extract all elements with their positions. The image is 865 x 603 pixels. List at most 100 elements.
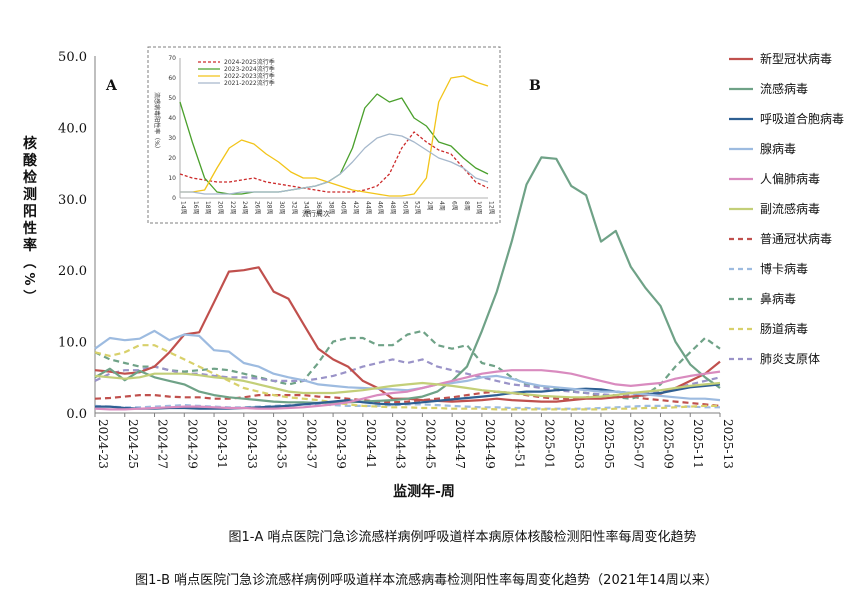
legend-label: 博卡病毒 — [760, 261, 808, 276]
legend-item: 博卡病毒 — [729, 261, 808, 276]
inset-legend-label: 2021-2022流行季 — [224, 79, 275, 87]
legend-label: 肺炎支原体 — [760, 352, 820, 366]
legend-label: 副流感病毒 — [760, 201, 820, 216]
inset-series-line-3 — [180, 133, 489, 195]
series-line-3 — [94, 329, 721, 402]
inset-x-tick-label: 46周 — [377, 201, 384, 215]
inset-legend-item: 2021-2022流行季 — [198, 79, 275, 87]
inset-legend-item: 2022-2023流行季 — [198, 72, 275, 80]
y-tick-label: 10.0 — [58, 336, 87, 351]
legend-item: 呼吸道合胞病毒 — [729, 111, 844, 126]
legend-label: 肠道病毒 — [760, 321, 808, 336]
inset-x-tick-label: 6周 — [451, 201, 458, 211]
inset-x-tick-label: 26周 — [253, 201, 260, 215]
legend-label: 鼻病毒 — [760, 291, 796, 306]
series-line-1 — [94, 156, 721, 405]
series-line-4 — [94, 369, 721, 411]
inset-x-tick-label: 44周 — [364, 201, 371, 215]
x-tick-label: 2024-37 — [304, 419, 318, 469]
x-tick-label: 2024-25 — [126, 419, 140, 469]
inset-y-tick-label: 0 — [172, 195, 176, 202]
x-tick-label: 2024-35 — [275, 419, 289, 469]
inset-y-tick-label: 10 — [168, 175, 176, 182]
legend-item: 肠道病毒 — [729, 321, 808, 336]
inset-y-tick-label: 60 — [168, 75, 176, 82]
inset-legend-label: 2024-2025流行季 — [224, 58, 275, 66]
y-axis-title-char: 测 — [23, 186, 37, 203]
inset-y-tick-label: 20 — [168, 155, 176, 162]
inset-x-tick-label: 32周 — [290, 201, 297, 215]
inset-legend-item: 2024-2025流行季 — [198, 58, 275, 66]
legend-label: 新型冠状病毒 — [760, 51, 832, 66]
y-axis-title-char: % — [21, 272, 36, 285]
panel-a-label: A — [105, 78, 118, 94]
y-axis-title-char: 性 — [23, 220, 37, 237]
x-tick-label: 2024-29 — [185, 419, 199, 469]
series-line-9 — [94, 344, 720, 411]
inset-x-tick-label: 52周 — [414, 201, 421, 215]
inset-x-axis-title: 流行周次 — [302, 209, 330, 218]
x-tick-label: 2024-51 — [513, 419, 527, 469]
inset-x-tick-label: 50周 — [401, 201, 408, 215]
legend-label: 呼吸道合胞病毒 — [760, 111, 844, 126]
inset-series-line-2 — [180, 75, 489, 197]
legend-label: 腺病毒 — [760, 141, 796, 156]
legend-item: 鼻病毒 — [729, 291, 796, 306]
inset-y-axis-title: 流感病毒阳性率（%） — [153, 92, 161, 152]
inset-x-tick-label: 48周 — [389, 201, 396, 215]
inset-x-tick-label: 10周 — [475, 201, 482, 215]
inset-x-tick-label: 18周 — [204, 201, 211, 215]
y-axis-title: 核酸检测阳性率（% ） — [21, 135, 38, 303]
y-axis-title-char: ） — [21, 289, 37, 302]
inset-x-tick-label: 28周 — [266, 201, 273, 215]
x-tick-label: 2025-09 — [661, 419, 675, 469]
inset-x-tick-label: 12周 — [488, 201, 495, 215]
x-tick-label: 2024-39 — [334, 419, 348, 469]
inset-x-tick-label: 22周 — [229, 201, 236, 215]
legend-item: 流感病毒 — [729, 81, 808, 96]
x-tick-label: 2024-47 — [453, 419, 467, 469]
legend-item: 腺病毒 — [729, 141, 796, 156]
y-tick-label: 50.0 — [58, 50, 87, 65]
inset-x-tick-label: 40周 — [340, 201, 347, 215]
inset-y-tick-label: 70 — [168, 55, 176, 62]
legend-item: 肺炎支原体 — [729, 352, 820, 366]
inset-legend-label: 2022-2023流行季 — [224, 72, 275, 80]
inset-y-tick-label: 50 — [168, 95, 176, 102]
series-line-8 — [94, 329, 721, 400]
inset-legend-label: 2023-2024流行季 — [224, 65, 275, 73]
inset-x-tick-label: 14周 — [180, 201, 187, 215]
legend-label: 人偏肺病毒 — [760, 171, 820, 186]
x-tick-label: 2025-03 — [572, 419, 586, 469]
x-tick-label: 2025-11 — [691, 419, 705, 469]
inset-x-tick-label: 24周 — [241, 201, 248, 215]
x-tick-label: 2024-45 — [423, 419, 437, 469]
x-tick-label: 2024-27 — [156, 419, 170, 469]
inset-x-tick-label: 8周 — [463, 201, 470, 211]
inset-legend-item: 2023-2024流行季 — [198, 65, 275, 73]
inset-series-line-0 — [179, 131, 489, 193]
x-tick-label: 2024-23 — [96, 419, 110, 469]
y-axis-title-char: 检 — [23, 169, 37, 186]
figure-caption-b: 图1-B 哨点医院门急诊流感样病例呼吸道样本流感病毒检测阳性率每周变化趋势（20… — [135, 573, 718, 588]
inset-x-tick-label: 30周 — [278, 201, 285, 215]
x-tick-label: 2025-07 — [632, 419, 646, 469]
x-tick-label: 2024-43 — [394, 419, 408, 469]
inset-x-tick-label: 4周 — [438, 201, 445, 211]
legend-label: 流感病毒 — [760, 81, 808, 96]
inset-frame — [147, 46, 501, 224]
inset-x-tick-label: 20周 — [216, 201, 223, 215]
legend-item: 副流感病毒 — [729, 201, 820, 216]
y-axis-title-char: （ — [21, 255, 37, 268]
y-tick-label: 20.0 — [58, 264, 87, 279]
x-tick-label: 2024-49 — [483, 419, 497, 469]
inset-x-tick-label: 36周 — [315, 201, 322, 215]
y-axis-title-char: 酸 — [23, 152, 38, 169]
x-tick-label: 2024-31 — [215, 419, 229, 469]
legend-item: 人偏肺病毒 — [729, 171, 820, 186]
y-tick-label: 0.0 — [66, 407, 87, 422]
x-tick-label: 2024-41 — [364, 419, 378, 469]
legend-item: 普通冠状病毒 — [729, 231, 832, 246]
x-tick-label: 2025-13 — [721, 419, 735, 469]
